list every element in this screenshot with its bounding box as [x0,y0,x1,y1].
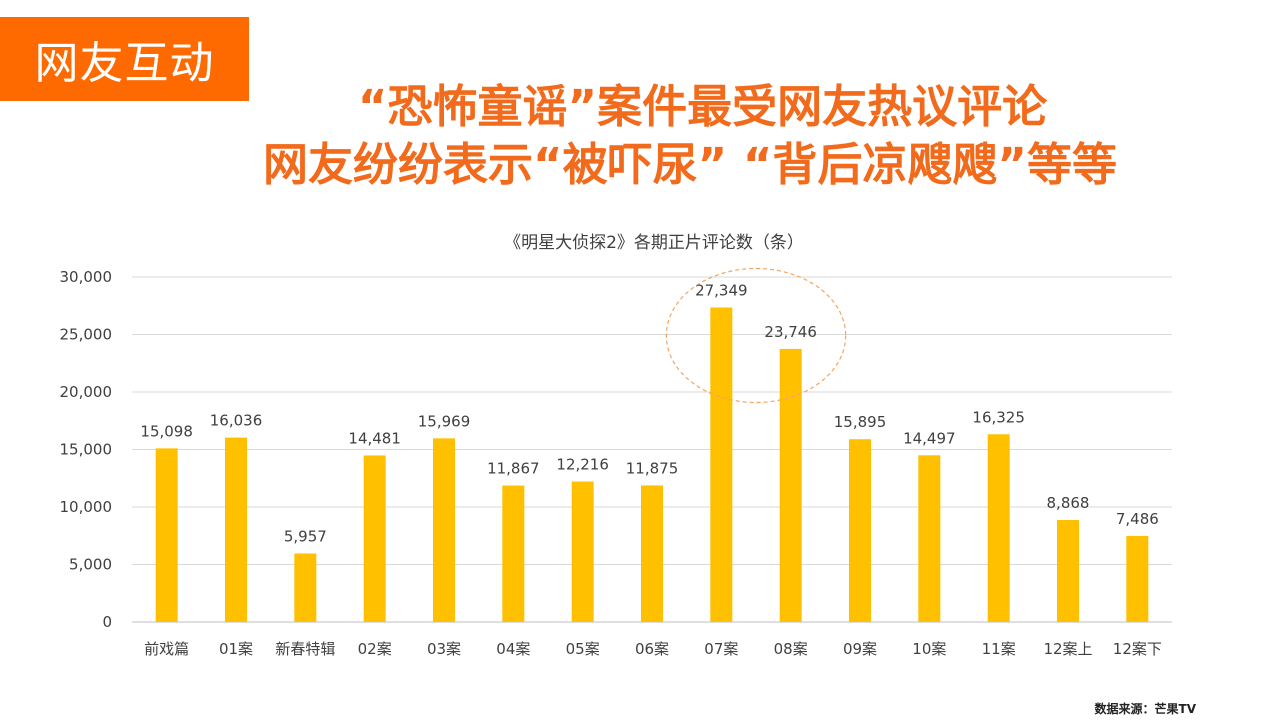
bar [571,481,594,622]
bar [779,348,802,622]
chart-title: 《明星大侦探2》各期正片评论数（条） [504,233,804,253]
x-tick-label: 11案 [982,640,1016,658]
x-tick-label: 12案下 [1113,640,1162,658]
bar [433,438,455,622]
data-label: 15,895 [834,413,887,431]
x-tick-label: 05案 [566,640,600,658]
x-tick-label: 新春特辑 [275,640,335,658]
headline-line-1: “恐怖童谣”案件最受网友热议评论 [357,80,1048,133]
data-label: 16,325 [972,408,1025,426]
bar [1126,535,1149,622]
data-label: 14,497 [903,429,956,447]
y-tick-label: 20,000 [60,383,113,401]
y-tick-label: 25,000 [60,326,113,344]
bar [225,437,247,622]
bar [849,439,871,622]
bar [641,485,663,622]
data-label: 27,349 [695,281,748,299]
data-label: 15,969 [418,412,471,430]
x-tick-label: 07案 [704,640,738,658]
bar [502,485,525,622]
data-label: 16,036 [210,412,263,430]
y-axis-ticks: 0 5,000 10,000 15,000 20,000 25,000 30,000 [60,268,113,631]
x-tick-label: 01案 [219,640,253,658]
data-label: 5,957 [284,527,327,545]
data-label: 8,868 [1047,494,1090,512]
bar [1057,520,1079,622]
x-tick-label: 04案 [496,640,530,658]
data-label: 14,481 [348,429,401,447]
data-label: 11,875 [626,459,679,477]
x-tick-label: 02案 [358,640,392,658]
y-tick-label: 15,000 [60,441,113,459]
data-label: 12,216 [556,456,609,474]
bar [294,553,317,622]
bar [987,434,1010,622]
y-tick-label: 30,000 [60,268,113,286]
x-axis-ticks: 前戏篇 01案 新春特辑 02案 03案 04案 05案 06案 07案 08案 09案 10案 11案… [144,640,1162,658]
data-label: 15,098 [140,422,193,440]
y-tick-label: 5,000 [69,556,112,574]
chart-bars [155,307,1149,622]
data-labels: 15,098 16,036 5,957 14,481 15,969 11,867 12,21… [140,281,1158,545]
data-label: 11,867 [487,460,540,478]
y-tick-label: 0 [102,613,112,631]
x-tick-label: 09案 [843,640,877,658]
headline-line-2: 网友纷纷表示“被吓尿” “背后凉飕飕”等等 [263,138,1117,191]
x-tick-label: 前戏篇 [144,640,189,658]
section-tag: 网友互动 [0,17,249,101]
x-tick-label: 10案 [912,640,946,658]
x-tick-label: 06案 [635,640,669,658]
x-tick-label: 08案 [774,640,808,658]
bar [710,307,733,622]
bar [155,448,178,622]
bar [363,455,386,622]
data-source-note: 数据来源：芒果TV [1094,702,1196,716]
data-label: 7,486 [1116,510,1159,528]
bar [918,455,941,622]
highlight-circle [665,267,847,404]
data-label: 23,746 [764,323,817,341]
x-tick-label: 12案上 [1043,640,1092,658]
x-tick-label: 03案 [427,640,461,658]
y-tick-label: 10,000 [60,498,113,516]
